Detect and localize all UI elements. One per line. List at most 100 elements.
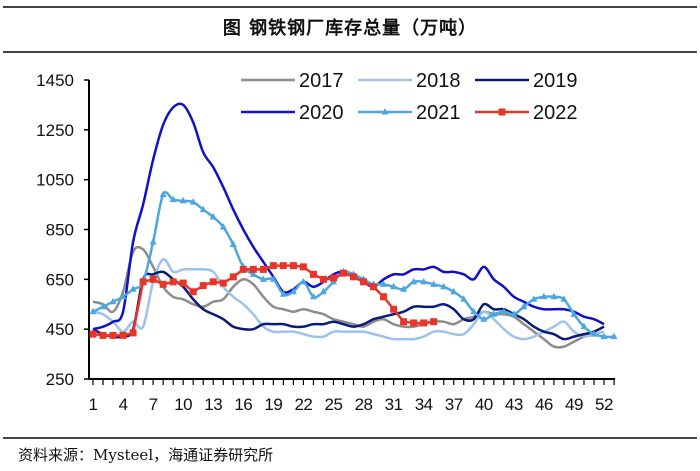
y-tick-label: 450	[46, 320, 74, 339]
data-point-2021	[580, 322, 588, 330]
y-tick-label: 1250	[36, 121, 74, 140]
data-point-2021	[600, 332, 608, 340]
data-point-2022	[169, 278, 177, 286]
data-point-2022	[259, 265, 267, 273]
legend-label-2019: 2019	[533, 70, 578, 92]
data-point-2021	[400, 285, 408, 292]
data-point-2021	[450, 287, 458, 295]
legend-label-2020: 2020	[299, 102, 344, 124]
data-point-2021	[500, 307, 508, 315]
data-point-2021	[99, 302, 107, 310]
data-point-2022	[279, 262, 287, 270]
y-tick-label: 850	[46, 221, 74, 240]
data-point-2021	[560, 295, 568, 302]
data-point-2021	[169, 195, 177, 203]
bottom-rule	[3, 437, 697, 439]
data-point-2022	[159, 280, 167, 288]
legend-label-2022: 2022	[533, 102, 578, 124]
data-point-2021	[610, 332, 618, 340]
y-tick-label: 1450	[36, 71, 74, 90]
legend-label-2018: 2018	[416, 70, 461, 92]
data-point-2021	[550, 292, 558, 300]
x-tick-label: 37	[445, 395, 463, 414]
x-tick-label: 43	[505, 395, 523, 414]
top-rule	[3, 6, 697, 8]
source-note: 资料来源：Mysteel，海通证券研究所	[18, 446, 274, 464]
data-point-2022	[179, 279, 187, 287]
data-point-2021	[129, 285, 137, 292]
data-point-2022	[329, 274, 337, 282]
data-point-2021	[299, 277, 307, 285]
x-tick-label: 1	[89, 395, 98, 414]
data-point-2022	[380, 293, 388, 301]
data-point-2022	[340, 269, 347, 277]
data-point-2022	[199, 282, 207, 290]
data-point-2022	[129, 329, 137, 337]
data-point-2022	[119, 331, 127, 339]
legend-marker-2022	[498, 108, 506, 116]
x-tick-label: 52	[595, 395, 613, 414]
data-point-2021	[420, 277, 428, 285]
x-tick-label: 34	[415, 395, 433, 414]
data-point-2021	[530, 295, 538, 302]
data-point-2021	[269, 275, 277, 282]
data-point-2021	[490, 310, 498, 317]
x-tick-label: 16	[234, 395, 252, 414]
data-point-2022	[370, 283, 378, 291]
data-point-2022	[109, 331, 117, 339]
data-point-2022	[229, 273, 237, 281]
x-tick-label: 19	[264, 395, 282, 414]
data-point-2021	[430, 280, 438, 287]
data-point-2022	[209, 278, 217, 286]
data-point-2022	[400, 318, 408, 326]
data-point-2021	[109, 297, 117, 305]
series-line-2018	[92, 258, 605, 341]
data-point-2021	[289, 287, 297, 295]
data-point-2021	[570, 310, 578, 317]
data-point-2022	[390, 305, 398, 313]
data-point-2021	[520, 302, 528, 310]
series-line-2017	[92, 245, 605, 349]
data-point-2021	[149, 237, 157, 245]
data-point-2022	[99, 331, 107, 339]
legend-marker-2021	[381, 108, 389, 115]
x-tick-label: 7	[149, 395, 158, 414]
data-point-2021	[440, 282, 448, 290]
data-point-2022	[149, 275, 157, 283]
data-point-2021	[460, 295, 468, 302]
data-point-2021	[249, 270, 257, 277]
data-point-2022	[89, 330, 97, 338]
x-tick-label: 25	[325, 395, 343, 414]
data-point-2022	[249, 265, 257, 273]
data-point-2021	[159, 190, 167, 198]
data-point-2021	[510, 310, 518, 317]
y-tick-label: 250	[46, 370, 74, 389]
data-point-2021	[189, 198, 197, 205]
data-point-2022	[139, 278, 147, 286]
x-tick-label: 49	[565, 395, 583, 414]
data-point-2022	[309, 270, 317, 278]
data-point-2021	[209, 213, 217, 220]
data-point-2022	[410, 319, 418, 327]
x-tick-label: 13	[204, 395, 222, 414]
chart-title: 图 钢铁钢厂库存总量（万吨）	[222, 18, 478, 39]
data-point-2021	[380, 280, 388, 287]
data-point-2022	[239, 265, 247, 273]
data-point-2021	[590, 330, 598, 337]
data-point-2021	[540, 292, 548, 300]
x-tick-label: 46	[535, 395, 553, 414]
legend-label-2017: 2017	[299, 70, 344, 92]
data-point-2022	[319, 275, 327, 283]
y-tick-label: 1050	[36, 171, 74, 190]
data-point-2021	[229, 240, 237, 247]
y-tick-label: 650	[46, 270, 74, 289]
title-rule	[3, 51, 697, 53]
data-point-2022	[350, 273, 358, 281]
data-point-2022	[189, 288, 197, 296]
x-tick-label: 28	[355, 395, 373, 414]
series-line-2021	[92, 191, 615, 339]
data-point-2022	[289, 262, 297, 270]
data-point-2021	[199, 205, 207, 213]
data-point-2021	[410, 277, 418, 285]
